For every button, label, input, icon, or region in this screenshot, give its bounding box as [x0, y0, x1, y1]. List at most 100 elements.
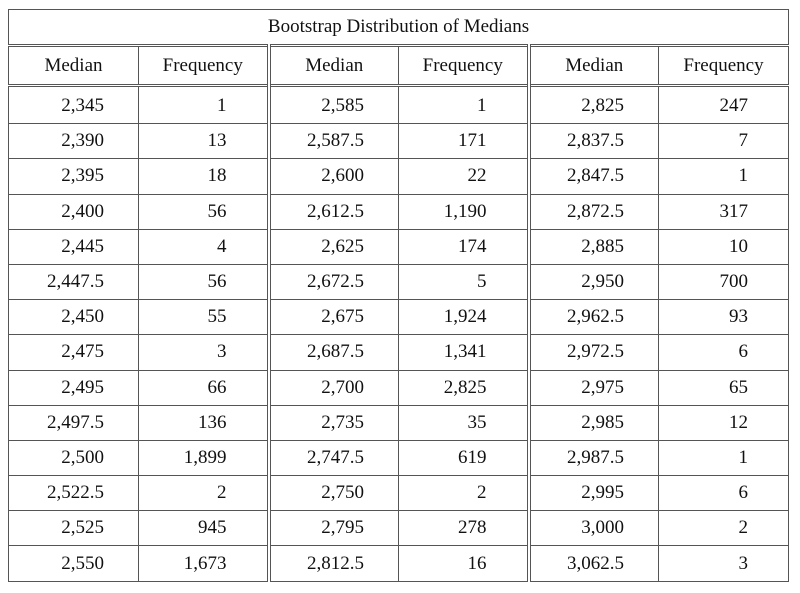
median-cell: 2,497.5	[8, 404, 139, 441]
table-row: 2,495 66 2,700 2,825 2,975 65	[8, 369, 790, 406]
median-cell: 2,525	[8, 510, 139, 547]
frequency-cell: 22	[398, 158, 531, 195]
table-row: 2,395 18 2,600 22 2,847.5 1	[8, 158, 790, 195]
frequency-cell: 1	[138, 84, 271, 125]
frequency-cell: 65	[657, 369, 790, 406]
frequency-cell: 1	[657, 158, 790, 195]
table-row: 2,475 3 2,687.5 1,341 2,972.5 6	[8, 334, 790, 371]
median-cell: 2,825	[528, 84, 659, 125]
frequency-cell: 247	[657, 84, 790, 125]
median-cell: 2,735	[268, 404, 399, 441]
median-cell: 2,390	[8, 123, 139, 160]
frequency-cell: 7	[657, 123, 790, 160]
frequency-cell: 5	[398, 263, 531, 301]
table-row: 2,390 13 2,587.5 171 2,837.5 7	[8, 123, 790, 160]
frequency-cell: 1,924	[398, 299, 531, 336]
median-cell: 2,972.5	[528, 334, 659, 371]
column-header-frequency: Frequency	[398, 44, 531, 87]
median-cell: 2,747.5	[268, 439, 399, 477]
median-cell: 2,812.5	[268, 545, 399, 582]
frequency-cell: 700	[657, 263, 790, 301]
column-header-median: Median	[268, 44, 399, 87]
frequency-cell: 66	[138, 369, 271, 406]
median-cell: 2,612.5	[268, 193, 399, 230]
column-header-median: Median	[528, 44, 659, 87]
median-cell: 2,495	[8, 369, 139, 406]
table-row: 2,525 945 2,795 278 3,000 2	[8, 510, 790, 547]
median-cell: 2,625	[268, 228, 399, 265]
median-cell: 2,395	[8, 158, 139, 195]
table-title: Bootstrap Distribution of Medians	[7, 9, 790, 46]
table-row: 2,400 56 2,612.5 1,190 2,872.5 317	[8, 193, 790, 230]
median-cell: 2,987.5	[528, 439, 659, 477]
frequency-cell: 1	[657, 439, 790, 477]
table-row: 2,445 4 2,625 174 2,885 10	[8, 228, 790, 265]
median-cell: 2,447.5	[8, 263, 139, 301]
median-cell: 2,750	[268, 475, 399, 512]
table-row: 2,447.5 56 2,672.5 5 2,950 700	[8, 263, 790, 301]
table-row: 2,500 1,899 2,747.5 619 2,987.5 1	[8, 439, 790, 477]
median-cell: 2,795	[268, 510, 399, 547]
frequency-cell: 2	[657, 510, 790, 547]
frequency-cell: 1,190	[398, 193, 531, 230]
frequency-cell: 6	[657, 334, 790, 371]
median-cell: 2,687.5	[268, 334, 399, 371]
frequency-cell: 93	[657, 299, 790, 336]
median-cell: 2,995	[528, 475, 659, 512]
frequency-cell: 1	[398, 84, 531, 125]
median-cell: 3,000	[528, 510, 659, 547]
bootstrap-medians-table: Bootstrap Distribution of Medians Median…	[7, 9, 790, 582]
table-row: 2,497.5 136 2,735 35 2,985 12	[8, 404, 790, 441]
frequency-cell: 13	[138, 123, 271, 160]
frequency-cell: 4	[138, 228, 271, 265]
frequency-cell: 3	[138, 334, 271, 371]
median-cell: 2,585	[268, 84, 399, 125]
frequency-cell: 56	[138, 263, 271, 301]
median-cell: 2,450	[8, 299, 139, 336]
frequency-cell: 16	[398, 545, 531, 582]
frequency-cell: 619	[398, 439, 531, 477]
median-cell: 2,675	[268, 299, 399, 336]
median-cell: 2,985	[528, 404, 659, 441]
median-cell: 2,962.5	[528, 299, 659, 336]
median-cell: 2,837.5	[528, 123, 659, 160]
table-row: 2,522.5 2 2,750 2 2,995 6	[8, 475, 790, 512]
median-cell: 2,885	[528, 228, 659, 265]
frequency-cell: 10	[657, 228, 790, 265]
header-row: Median Frequency Median Frequency Median…	[8, 44, 790, 87]
median-cell: 2,847.5	[528, 158, 659, 195]
bootstrap-table-container: Bootstrap Distribution of Medians Median…	[7, 9, 790, 582]
median-cell: 2,445	[8, 228, 139, 265]
median-cell: 3,062.5	[528, 545, 659, 582]
median-cell: 2,872.5	[528, 193, 659, 230]
median-cell: 2,672.5	[268, 263, 399, 301]
frequency-cell: 945	[138, 510, 271, 547]
median-cell: 2,600	[268, 158, 399, 195]
frequency-cell: 174	[398, 228, 531, 265]
frequency-cell: 2	[138, 475, 271, 512]
table-row: 2,450 55 2,675 1,924 2,962.5 93	[8, 299, 790, 336]
median-cell: 2,975	[528, 369, 659, 406]
median-cell: 2,522.5	[8, 475, 139, 512]
column-header-median: Median	[8, 44, 139, 87]
frequency-cell: 12	[657, 404, 790, 441]
median-cell: 2,950	[528, 263, 659, 301]
median-cell: 2,500	[8, 439, 139, 477]
frequency-cell: 56	[138, 193, 271, 230]
frequency-cell: 6	[657, 475, 790, 512]
frequency-cell: 2	[398, 475, 531, 512]
frequency-cell: 1,673	[138, 545, 271, 582]
frequency-cell: 171	[398, 123, 531, 160]
median-cell: 2,587.5	[268, 123, 399, 160]
median-cell: 2,550	[8, 545, 139, 582]
column-header-frequency: Frequency	[657, 44, 790, 87]
median-cell: 2,400	[8, 193, 139, 230]
frequency-cell: 317	[657, 193, 790, 230]
frequency-cell: 136	[138, 404, 271, 441]
frequency-cell: 3	[657, 545, 790, 582]
frequency-cell: 278	[398, 510, 531, 547]
median-cell: 2,345	[8, 84, 139, 125]
frequency-cell: 1,899	[138, 439, 271, 477]
median-cell: 2,700	[268, 369, 399, 406]
frequency-cell: 1,341	[398, 334, 531, 371]
